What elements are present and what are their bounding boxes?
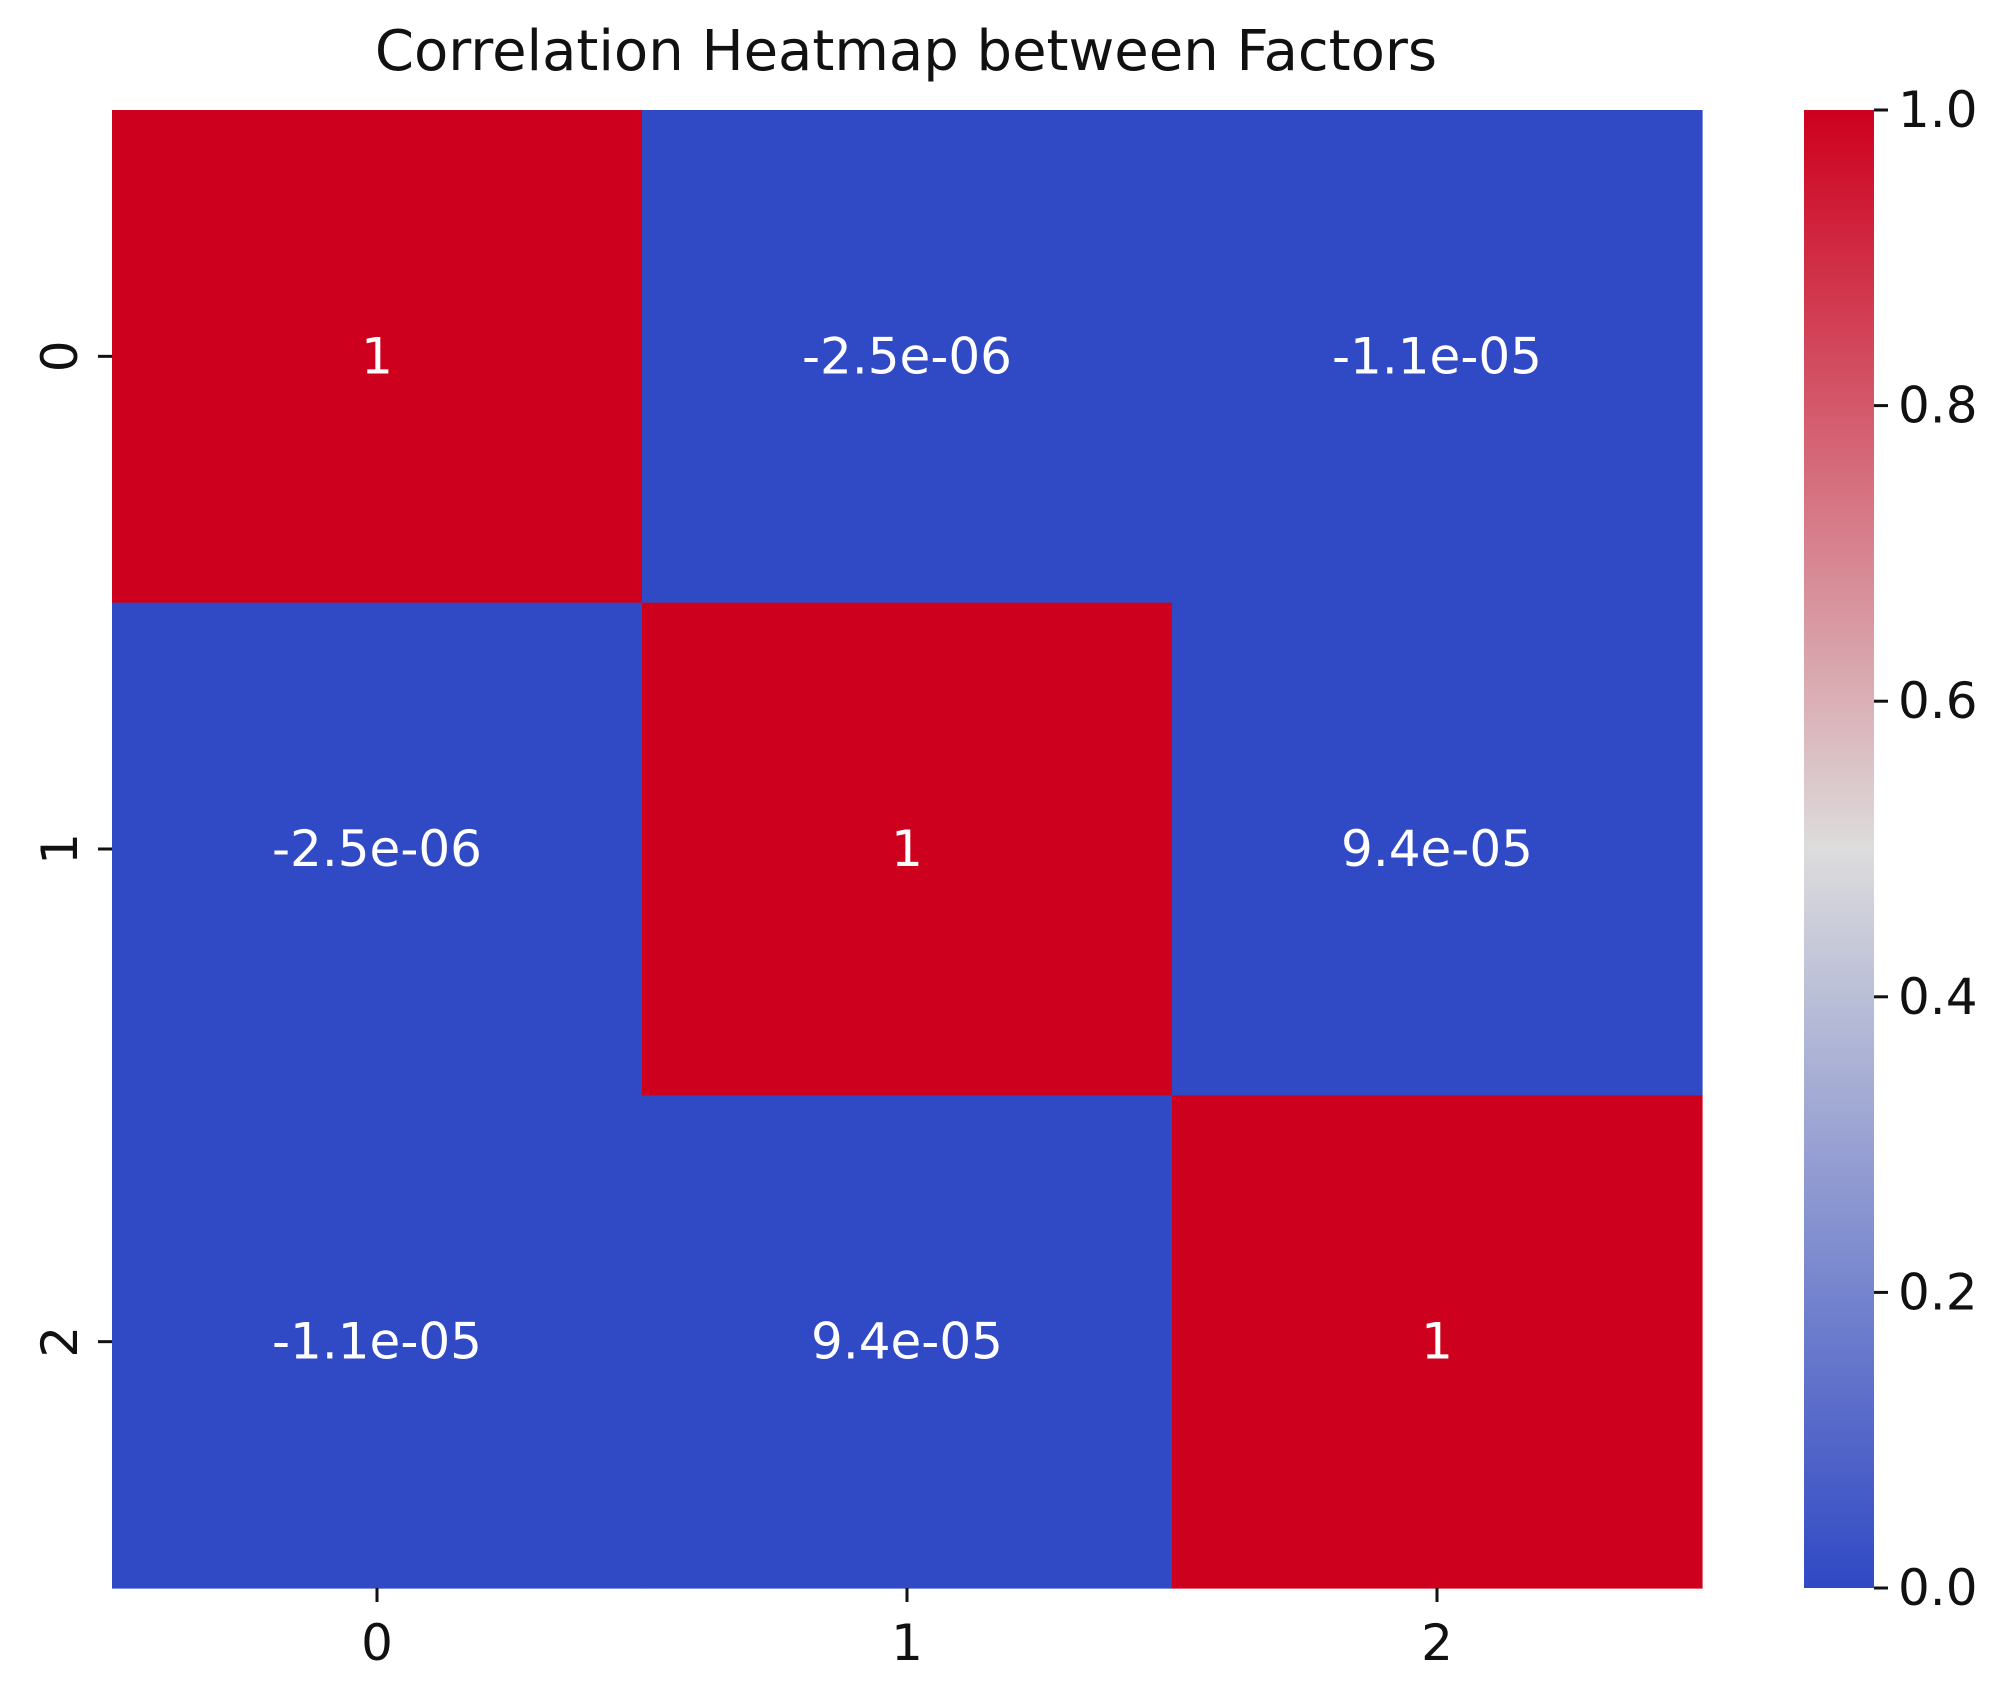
heatmap-cell-0-0	[112, 110, 643, 604]
heatmap-cells	[112, 110, 1703, 1589]
colorbar-tick-label-5: 1.0	[1898, 81, 1978, 139]
colorbar-tick-label-1: 0.2	[1898, 1263, 1978, 1321]
cell-label-1-2: 9.4e-05	[1341, 820, 1533, 878]
colorbar: 0.0 0.2 0.4 0.6 0.8 1.0	[1804, 81, 1978, 1617]
colorbar-tick-label-2: 0.4	[1898, 968, 1978, 1026]
x-axis: 0 1 2	[361, 1588, 1453, 1672]
cell-label-2-2: 1	[1421, 1313, 1453, 1371]
heatmap-cell-1-2	[1172, 602, 1703, 1096]
x-tick-label-0: 0	[361, 1614, 393, 1672]
heatmap-cell-2-1	[642, 1095, 1173, 1589]
cell-label-0-2: -1.1e-05	[1332, 327, 1542, 385]
heatmap-cell-0-2	[1172, 110, 1703, 604]
cell-label-1-1: 1	[891, 820, 923, 878]
colorbar-tick-label-3: 0.6	[1898, 672, 1978, 730]
heatmap-cell-2-0	[112, 1095, 643, 1589]
heatmap-cell-2-2	[1172, 1095, 1703, 1589]
colorbar-tick-label-0: 0.0	[1898, 1559, 1978, 1617]
x-tick-label-1: 1	[891, 1614, 923, 1672]
y-axis: 0 1 2	[31, 340, 112, 1358]
y-tick-label-1: 1	[31, 833, 89, 865]
chart-title: Correlation Heatmap between Factors	[375, 19, 1437, 84]
cell-label-2-0: -1.1e-05	[272, 1313, 482, 1371]
y-tick-label-2: 2	[31, 1326, 89, 1358]
cell-annotations: 1 -2.5e-06 -1.1e-05 -2.5e-06 1 9.4e-05 -1.1e-0…	[272, 327, 1542, 1370]
cell-label-1-0: -2.5e-06	[272, 820, 482, 878]
heatmap-cell-1-0	[112, 602, 643, 1096]
x-tick-label-2: 2	[1421, 1614, 1453, 1672]
cell-label-0-0: 1	[361, 327, 393, 385]
colorbar-tick-label-4: 0.8	[1898, 377, 1978, 435]
cell-label-0-1: -2.5e-06	[802, 327, 1012, 385]
cell-label-2-1: 9.4e-05	[811, 1313, 1003, 1371]
heatmap-cell-0-1	[642, 110, 1173, 604]
colorbar-gradient	[1804, 110, 1874, 1588]
y-tick-label-0: 0	[31, 340, 89, 372]
heatmap-cell-1-1	[642, 602, 1173, 1096]
